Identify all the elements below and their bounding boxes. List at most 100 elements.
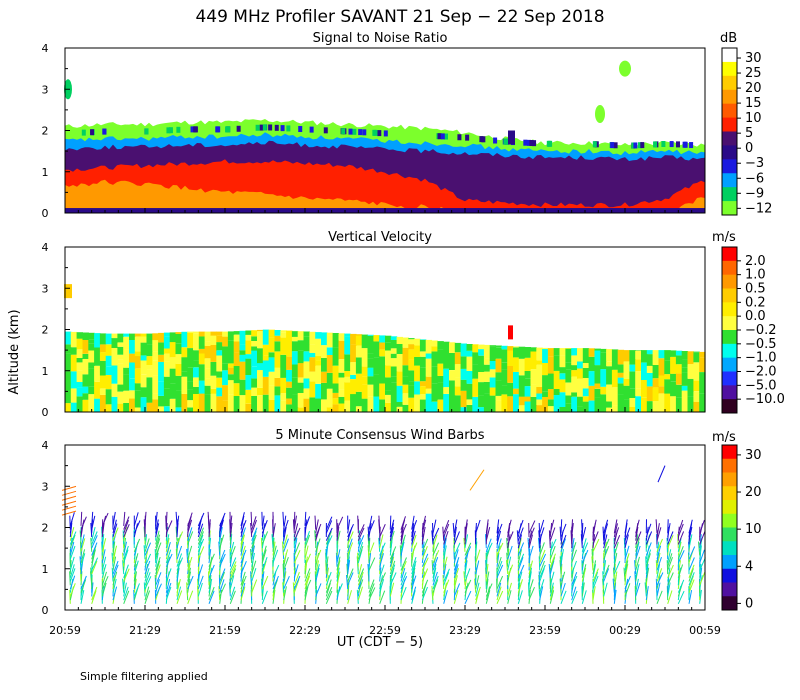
snr-cell [268,124,273,131]
velocity-cell [280,400,287,412]
velocity-cell [419,351,427,357]
wind-barb [581,549,589,564]
snr-contour-20dB [65,179,705,213]
wind-barb [304,534,311,549]
velocity-cell [483,393,491,412]
wind-barb [645,586,649,601]
velocity-cell [553,395,561,412]
wind-barb [432,567,437,582]
velocity-cell [286,387,293,399]
velocity-cell [367,353,374,359]
velocity-cell [227,380,235,395]
snr-cell [216,126,221,133]
wind-barb [155,530,160,545]
wind-barb [61,510,77,516]
velocity-cell [210,394,217,412]
wind-barb [571,590,578,604]
velocity-cell [216,335,223,343]
wind-barb [602,526,605,541]
wind-barb [698,541,701,556]
velocity-cell [606,349,613,362]
wind-barb [165,589,168,604]
wind-barb [442,526,445,541]
velocity-cell [344,400,351,412]
velocity-cell [344,382,351,401]
wind-barb [528,589,531,604]
wind-barb [559,556,562,571]
velocity-cell [443,387,450,394]
velocity-cell [117,342,124,347]
velocity-cell [635,396,642,412]
wind-barb [464,590,472,605]
velocity-cell [94,398,101,412]
velocity-cell [117,333,124,343]
wind-barb [304,572,311,586]
wind-barb [122,530,125,545]
colorbar-swatch [722,472,737,487]
velocity-cell [193,350,200,361]
velocity-cell [88,394,95,412]
wind-barb [165,586,172,601]
wind-barb [69,512,75,527]
velocity-cell [443,368,450,388]
wind-barb [411,567,416,582]
colorbar-swatch [722,187,737,202]
velocity-cell [332,347,339,366]
velocity-cell [542,375,549,392]
velocity-cell [431,366,438,384]
velocity-cell [303,351,310,362]
velocity-cell [146,402,153,412]
velocity-cell [675,373,683,385]
snr-cell [653,141,658,148]
wind-barb [251,519,257,534]
velocity-cell [222,370,229,386]
velocity-cell [582,401,590,412]
velocity-cell [117,354,124,360]
wind-barb [123,568,130,582]
velocity-cell [524,347,531,358]
wind-barb [635,531,642,545]
velocity-cell [507,396,514,412]
velocity-cell [542,363,549,376]
wind-barb [506,537,509,552]
wind-barb [69,545,76,560]
wind-barb [432,527,440,541]
wind-barb [123,545,129,560]
wind-barb [165,553,173,567]
colorbar-label: −0.5 [745,337,777,352]
velocity-cell [152,333,159,341]
wind-barb [571,534,573,549]
velocity-cell [105,344,113,356]
wind-barb [496,582,502,597]
wind-barb [538,571,541,586]
velocity-cell [111,333,118,338]
velocity-cell [350,333,357,345]
velocity-cell [338,372,345,378]
colorbar-label: 0.2 [745,295,766,310]
wind-barb [367,534,370,549]
wind-barb [592,519,597,534]
velocity-cell [547,389,555,400]
velocity-cell [641,362,648,380]
velocity-cell [175,332,182,334]
wind-barb [463,571,466,586]
velocity-cell [518,375,526,392]
wind-barb [336,549,341,564]
colorbar-swatch [722,302,737,317]
velocity-cell [367,384,374,397]
velocity-cell [693,380,700,392]
wind-barb [432,575,439,590]
velocity-cell [210,345,217,362]
velocity-cell [542,397,549,412]
wind-barb [411,586,417,601]
wind-barb [613,561,621,575]
wind-barb [165,537,170,552]
wind-barb [144,542,152,556]
wind-barb [101,549,106,564]
velocity-cell [629,364,636,372]
velocity-cell [198,380,206,394]
velocity-cell [216,331,223,336]
wind-barb [655,578,658,593]
wind-barb [496,523,503,538]
wind-barb [282,511,285,526]
